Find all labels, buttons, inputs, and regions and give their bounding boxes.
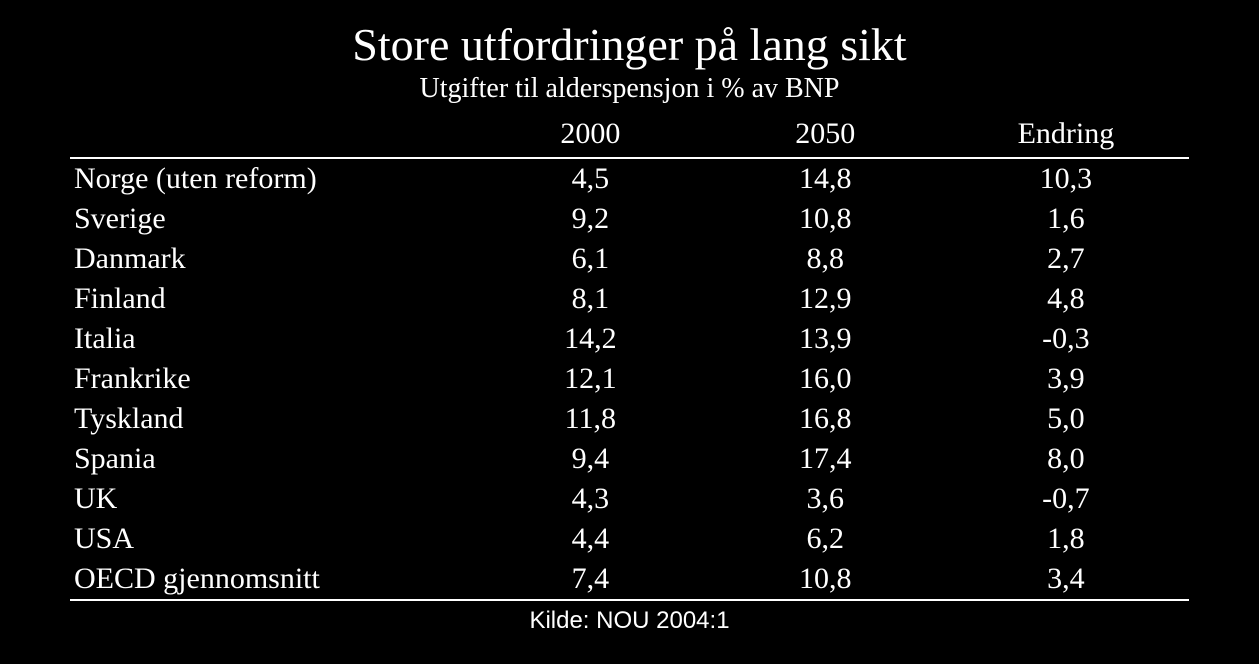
pension-table: 2000 2050 Endring Norge (uten reform) 4,… bbox=[70, 115, 1189, 601]
cell-2050: 6,2 bbox=[708, 519, 943, 559]
table-row: USA 4,4 6,2 1,8 bbox=[70, 519, 1189, 559]
cell-endring: 5,0 bbox=[943, 399, 1189, 439]
table-row: UK 4,3 3,6 -0,7 bbox=[70, 479, 1189, 519]
cell-2050: 10,8 bbox=[708, 199, 943, 239]
table-row: Frankrike 12,1 16,0 3,9 bbox=[70, 359, 1189, 399]
cell-country: UK bbox=[70, 479, 473, 519]
cell-endring: 1,8 bbox=[943, 519, 1189, 559]
cell-country: Sverige bbox=[70, 199, 473, 239]
cell-2000: 4,4 bbox=[473, 519, 708, 559]
cell-2000: 8,1 bbox=[473, 279, 708, 319]
cell-2000: 9,4 bbox=[473, 439, 708, 479]
cell-endring: 4,8 bbox=[943, 279, 1189, 319]
cell-endring: 10,3 bbox=[943, 158, 1189, 199]
cell-country: Tyskland bbox=[70, 399, 473, 439]
cell-country: Spania bbox=[70, 439, 473, 479]
cell-endring: 3,4 bbox=[943, 559, 1189, 600]
cell-2000: 9,2 bbox=[473, 199, 708, 239]
col-header-country bbox=[70, 115, 473, 158]
table-header-row: 2000 2050 Endring bbox=[70, 115, 1189, 158]
cell-2050: 14,8 bbox=[708, 158, 943, 199]
col-header-2000: 2000 bbox=[473, 115, 708, 158]
cell-country: Danmark bbox=[70, 239, 473, 279]
cell-2050: 17,4 bbox=[708, 439, 943, 479]
cell-2000: 12,1 bbox=[473, 359, 708, 399]
slide-title: Store utfordringer på lang sikt bbox=[70, 18, 1189, 71]
cell-2050: 10,8 bbox=[708, 559, 943, 600]
cell-2000: 4,3 bbox=[473, 479, 708, 519]
table-row: OECD gjennomsnitt 7,4 10,8 3,4 bbox=[70, 559, 1189, 600]
cell-2050: 12,9 bbox=[708, 279, 943, 319]
cell-endring: -0,3 bbox=[943, 319, 1189, 359]
cell-country: USA bbox=[70, 519, 473, 559]
cell-2050: 13,9 bbox=[708, 319, 943, 359]
cell-2000: 4,5 bbox=[473, 158, 708, 199]
cell-2050: 8,8 bbox=[708, 239, 943, 279]
cell-2050: 16,0 bbox=[708, 359, 943, 399]
table-row: Finland 8,1 12,9 4,8 bbox=[70, 279, 1189, 319]
cell-2000: 7,4 bbox=[473, 559, 708, 600]
cell-endring: 8,0 bbox=[943, 439, 1189, 479]
cell-country: Finland bbox=[70, 279, 473, 319]
table-row: Italia 14,2 13,9 -0,3 bbox=[70, 319, 1189, 359]
table-row: Danmark 6,1 8,8 2,7 bbox=[70, 239, 1189, 279]
col-header-2050: 2050 bbox=[708, 115, 943, 158]
cell-2000: 11,8 bbox=[473, 399, 708, 439]
cell-2000: 6,1 bbox=[473, 239, 708, 279]
cell-endring: 2,7 bbox=[943, 239, 1189, 279]
cell-2050: 16,8 bbox=[708, 399, 943, 439]
table-row: Norge (uten reform) 4,5 14,8 10,3 bbox=[70, 158, 1189, 199]
col-header-endring: Endring bbox=[943, 115, 1189, 158]
cell-country: Norge (uten reform) bbox=[70, 158, 473, 199]
cell-2000: 14,2 bbox=[473, 319, 708, 359]
slide-subtitle: Utgifter til alderspensjon i % av BNP bbox=[70, 73, 1189, 105]
table-row: Spania 9,4 17,4 8,0 bbox=[70, 439, 1189, 479]
table-row: Tyskland 11,8 16,8 5,0 bbox=[70, 399, 1189, 439]
source-citation: Kilde: NOU 2004:1 bbox=[70, 607, 1189, 635]
cell-country: Frankrike bbox=[70, 359, 473, 399]
cell-country: Italia bbox=[70, 319, 473, 359]
cell-country: OECD gjennomsnitt bbox=[70, 559, 473, 600]
cell-endring: 1,6 bbox=[943, 199, 1189, 239]
cell-endring: 3,9 bbox=[943, 359, 1189, 399]
cell-2050: 3,6 bbox=[708, 479, 943, 519]
table-row: Sverige 9,2 10,8 1,6 bbox=[70, 199, 1189, 239]
slide: Store utfordringer på lang sikt Utgifter… bbox=[0, 0, 1259, 664]
cell-endring: -0,7 bbox=[943, 479, 1189, 519]
